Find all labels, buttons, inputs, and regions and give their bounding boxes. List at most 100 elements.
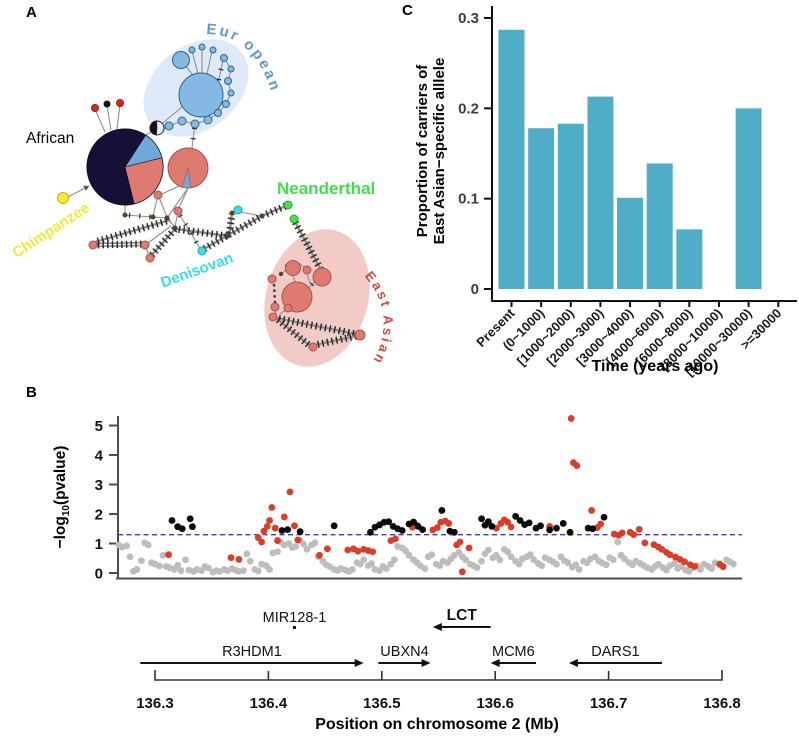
network-node-dark (278, 271, 284, 277)
gene-MIR128-1: MIR128-1 (263, 610, 326, 629)
bar (735, 108, 762, 289)
scatter-point (235, 556, 243, 563)
scatter-point (280, 513, 288, 521)
manhattan-y-title: −log10(pvalue) (52, 445, 73, 549)
scatter-point (621, 555, 628, 563)
scatter-point (433, 524, 441, 531)
y-tick-label: 0.1 (458, 191, 479, 208)
scatter-point (729, 560, 737, 568)
mutation-ticks (94, 240, 145, 249)
scatter-point (246, 557, 254, 565)
scatter-point (630, 531, 637, 539)
y-tick-label: 1 (95, 536, 103, 553)
scatter-point (526, 551, 534, 559)
scatter-point (573, 462, 581, 470)
network-edge (206, 50, 213, 75)
gene-arrowhead-left (490, 659, 500, 667)
network-node-red_sat (91, 104, 99, 112)
gene-UBXN4: UBXN4 (378, 644, 431, 667)
scatter-point (537, 522, 544, 530)
network-node-blue (198, 43, 206, 51)
panel-a-letter: A (26, 4, 37, 21)
scatter-series-shared (168, 507, 608, 536)
scatter-point (156, 562, 163, 570)
scatter-point (553, 560, 560, 568)
scatter-point (428, 551, 436, 559)
scatter-point (266, 566, 273, 573)
scatter-point (504, 548, 512, 556)
scatter-point (456, 538, 464, 546)
network-node-salmon (283, 303, 293, 313)
scatter-point (458, 568, 466, 576)
scatter-point (405, 551, 413, 559)
network-node-dark (225, 233, 231, 239)
mutation-ticks (147, 226, 178, 260)
network-node-green (283, 200, 293, 210)
gene-label: DARS1 (591, 644, 639, 660)
scatter-point (177, 567, 185, 575)
network-node-salmon (145, 253, 155, 263)
scatter-point (478, 515, 485, 523)
scatter-point (178, 525, 186, 533)
pie-wedge (149, 120, 158, 136)
mutation-ticks (262, 202, 288, 219)
scatter-point (572, 561, 580, 569)
pie-wedge (181, 167, 192, 189)
scatter-point (602, 561, 610, 569)
y-tick-label: 0.3 (458, 10, 479, 27)
scatter-point (385, 518, 393, 526)
scatter-point (567, 415, 575, 422)
scatter-point (182, 556, 190, 564)
scatter-point (126, 553, 134, 561)
network-edge (306, 273, 311, 284)
manhattan-plot-panel: 0 1 2 3 4 5 R3HDM1 MIR128-1 LCT UBXN4 MCM6 DARS1 136… (95, 415, 742, 712)
scatter-point (286, 488, 294, 496)
bar (528, 128, 555, 289)
scatter-point (284, 526, 292, 534)
bar (617, 197, 644, 289)
scatter-point (292, 543, 300, 550)
scatter-point (559, 520, 567, 527)
scatter-point (512, 512, 520, 520)
scatter-point (274, 537, 281, 544)
scatter-point (575, 566, 583, 573)
scatter-point (614, 538, 622, 546)
scatter-point (300, 540, 307, 548)
network-edge (162, 105, 184, 124)
scatter-point (296, 528, 304, 536)
network-node-blue (172, 51, 190, 69)
scatter-point (392, 535, 399, 543)
gene-label: UBXN4 (380, 644, 428, 660)
scatter-point (641, 539, 649, 547)
network-node-blue (178, 72, 224, 118)
scatter-point (227, 554, 235, 562)
scatter-point (189, 523, 196, 531)
scatter-point (271, 524, 279, 532)
position-tick-label: 136.5 (363, 695, 401, 712)
network-node-dark (150, 214, 156, 220)
scatter-point (291, 522, 298, 530)
scatter-point (390, 556, 398, 564)
network-node-dark (122, 212, 128, 218)
scatter-point (186, 515, 194, 523)
network-edge (147, 225, 172, 244)
y-tick-label: 3 (95, 477, 103, 494)
network-edge (177, 187, 189, 211)
scatter-point (133, 566, 141, 573)
scatter-point (525, 519, 533, 527)
network-node-blue (224, 77, 232, 85)
scatter-point (588, 507, 595, 514)
scatter-point (266, 517, 273, 524)
scatter-point (368, 560, 375, 567)
network-node-salmon (268, 312, 278, 322)
scatter-point (719, 563, 727, 570)
scatter-point (330, 522, 338, 530)
network-node-dark (259, 213, 265, 219)
gene-tiny-mark (292, 626, 296, 629)
scatter-point (174, 561, 182, 569)
network-node-red_sat (116, 99, 124, 107)
scatter-point (589, 525, 597, 533)
network-node-salmon (267, 274, 277, 284)
gene-label: MCM6 (492, 644, 535, 660)
scatter-point (618, 529, 626, 537)
